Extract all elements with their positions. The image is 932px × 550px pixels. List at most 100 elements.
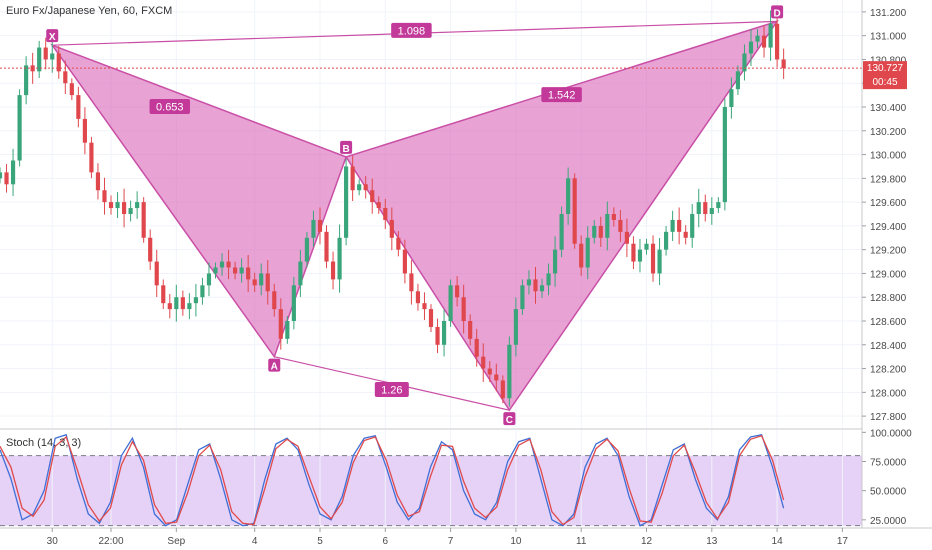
candle-body [448,285,453,321]
candle-body [572,178,577,244]
candle-body [579,243,584,268]
price-tick-label: 128.800 [870,293,907,304]
point-label-c: C [506,415,513,426]
candle-body [428,309,434,327]
ratio-label-bg [541,87,582,103]
time-tick-label: 10 [510,536,522,547]
point-label-bg [268,358,281,372]
price-tick-label: 128.000 [870,388,907,399]
candle-body [389,219,394,238]
price-tick-label: 128.600 [870,317,907,328]
candle-body [592,225,597,238]
price-tick-label: 131.000 [870,32,907,43]
ratio-label: 1.098 [398,25,426,37]
stochastic-pane: Stoch (14, 3, 3) [0,430,862,528]
point-label-d: D [773,8,780,19]
stochastic-line-k [0,433,785,527]
candle-body [755,35,760,42]
stochastic-line-d [0,435,785,526]
candle-body [768,23,773,48]
candle-body [722,107,727,203]
time-tick-label: 17 [837,536,849,547]
candle-body [69,83,74,96]
candle-body [396,237,401,250]
candle-body [278,309,283,339]
ratio-label-bg [149,99,191,114]
symbol-title: Euro Fx/Japanese Yen, 60, FXCM [6,5,172,17]
time-tick-label: 6 [383,536,389,547]
candle-body [108,202,114,209]
candle-body [422,303,427,310]
time-tick-label: 11 [576,536,587,547]
ratio-label: 0.653 [156,102,184,114]
candle-body [781,59,786,69]
candle-body [435,326,440,345]
price-tick-label: 129.800 [870,174,907,185]
candle-body [95,172,101,191]
candle-body [82,118,87,143]
candle-body [409,273,414,292]
time-tick-label: 13 [706,536,718,547]
candle-body [696,202,701,214]
candle-body [709,208,714,214]
point-label-b: B [342,144,349,155]
stochastic-lines [0,433,785,527]
candle-body [330,261,336,280]
stochastic-tick-label: 75.0000 [870,458,907,469]
time-axis[interactable]: 30 22:00 Sep 4 5 6 7 10 11 12 13 14 17 [47,528,849,547]
candle-body [285,321,290,339]
price-tick-label: 130.000 [870,151,907,162]
ratio-label: 1.26 [381,384,402,396]
price-tag-countdown: 00:45 [872,77,897,88]
candle-body [748,41,754,54]
candle-body [370,190,375,203]
candle-body [559,214,564,250]
candle-body [265,273,270,292]
candle-body [618,219,623,232]
stochastic-axis[interactable]: 100.0000 75.0000 50.0000 25.0000 [862,428,912,527]
candle-body [193,297,198,304]
candle-body [206,273,212,286]
candle-body [63,71,68,84]
price-tick-label: 129.000 [870,269,907,280]
price-tag-background [863,61,907,90]
candle-body [513,309,518,345]
candle-body [180,297,185,310]
candle-body [357,184,362,191]
candle-body [526,279,532,286]
candle-body [135,202,140,209]
price-tick-label: 130.400 [870,103,907,114]
candle-body [735,71,741,90]
pattern-labels: X A B C D 0.653 1.542 1.098 1.26 [46,5,784,426]
point-label-bg [771,5,784,19]
candle-body [520,285,525,310]
candle-body [4,172,9,185]
candle-body [631,243,636,262]
candle-body [272,291,277,310]
candle-body [363,184,368,191]
price-tick-label: 130.200 [870,127,907,138]
stochastic-tick-label: 50.0000 [870,487,907,498]
candle-body [121,202,127,214]
candle-body [37,47,42,72]
point-label-bg [46,29,59,43]
ratio-label: 1.542 [548,90,576,102]
candle-body [376,202,381,209]
candle-body [598,225,603,238]
point-label-a: A [271,362,278,373]
candle-body [729,89,734,107]
stochastic-title: Stoch (14, 3, 3) [6,437,81,449]
candle-body [128,208,133,214]
candle-body [213,267,218,274]
candle-body [650,243,656,274]
candle-body [507,344,512,399]
candle-body [670,219,675,232]
price-tick-label: 131.200 [870,8,907,19]
candle-body [141,202,146,238]
current-price-tag: 130.727 00:45 [863,61,907,90]
candle-body [611,214,616,220]
candle-body [566,178,571,214]
candle-body [161,285,166,304]
candle-body [89,142,94,173]
